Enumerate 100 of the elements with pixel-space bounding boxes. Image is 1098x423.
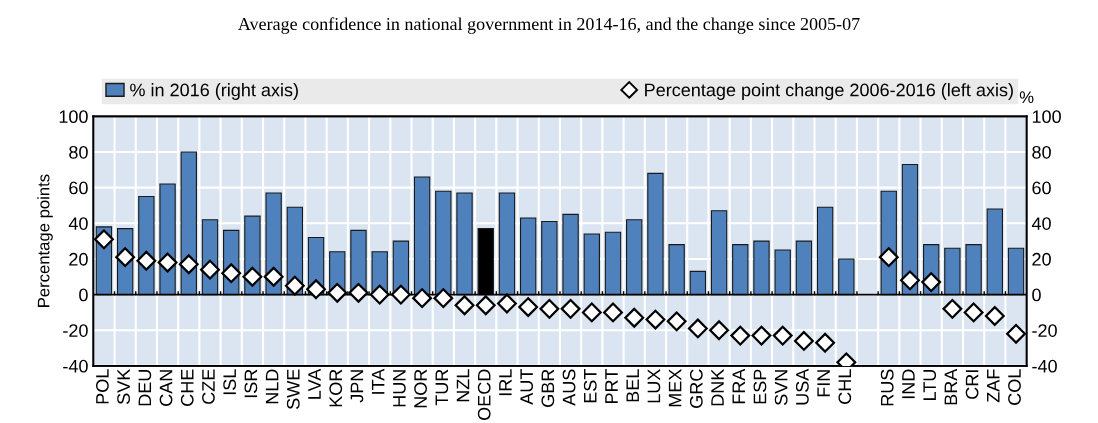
- y2-tick-label: -40: [1032, 359, 1057, 373]
- point: [603, 302, 623, 323]
- bar: [498, 192, 516, 296]
- point: [412, 288, 433, 309]
- x-tick-label: TUR: [435, 369, 449, 406]
- point: [390, 284, 411, 305]
- x-tick-label: NZL: [456, 369, 470, 402]
- point: [963, 302, 984, 323]
- x-tick-label: USA: [795, 368, 809, 405]
- bar: [965, 244, 982, 296]
- point: [306, 279, 326, 300]
- point: [921, 272, 942, 293]
- x-tick-label: BEL: [626, 369, 639, 402]
- point: [327, 282, 348, 303]
- legend-label: Percentage point change 2006-2016 (left axis): [645, 83, 1013, 100]
- x-tick-label: FIN: [817, 370, 830, 397]
- bar: [456, 192, 473, 296]
- bar: [710, 210, 728, 296]
- x-tick-label: LUX: [647, 369, 661, 403]
- bar: [944, 247, 961, 296]
- point: [518, 297, 539, 318]
- x-tick-label: LTU: [923, 370, 937, 400]
- bar: [732, 244, 749, 296]
- point: [115, 247, 136, 268]
- bar: [583, 233, 600, 296]
- point: [984, 306, 1005, 326]
- y2-tick-label: 60: [1032, 181, 1051, 195]
- legend-label: % in 2016 (right axis): [130, 83, 298, 100]
- x-tick-label: SWE: [286, 369, 300, 409]
- y-tick-label: 20: [69, 252, 88, 266]
- point: [348, 282, 369, 303]
- point: [687, 318, 708, 339]
- y2-axis-title: %: [1019, 91, 1034, 103]
- y-tick-label: -40: [63, 359, 88, 373]
- x-tick-label: IRL: [499, 369, 512, 396]
- bar: [180, 151, 197, 296]
- point: [284, 275, 305, 296]
- bar: [774, 249, 791, 296]
- x-tick-label: MEX: [668, 369, 682, 407]
- x-tick-label: AUS: [562, 369, 576, 406]
- x-tick-label: GRC: [689, 369, 703, 408]
- y-tick-label: 100: [59, 110, 88, 124]
- y-tick-label: -20: [63, 324, 88, 337]
- point: [624, 307, 645, 328]
- point: [93, 229, 114, 250]
- y-axis-title: Percentage points: [37, 174, 53, 307]
- point: [136, 250, 157, 271]
- point: [454, 295, 475, 316]
- bar: [795, 240, 813, 296]
- y2-tick-label: 40: [1031, 217, 1051, 230]
- bar: [1007, 247, 1025, 296]
- y-tick-label: 60: [69, 181, 88, 195]
- x-tick-label: ESP: [753, 369, 767, 404]
- y2-tick-label: 100: [1032, 110, 1061, 124]
- point: [666, 311, 687, 332]
- point: [878, 247, 899, 268]
- bar: [647, 172, 664, 296]
- point: [369, 284, 390, 305]
- x-tick-label: HUN: [393, 370, 406, 407]
- x-tick-label: ITA: [371, 368, 385, 394]
- x-tick-label: EST: [583, 369, 597, 403]
- x-tick-label: PRT: [605, 369, 618, 403]
- x-tick-label: ZAF: [987, 369, 1000, 403]
- x-tick-label: RUS: [880, 369, 894, 406]
- point: [581, 302, 602, 323]
- point: [645, 309, 666, 330]
- bar: [604, 231, 622, 296]
- x-tick-label: OECD: [477, 369, 491, 420]
- point: [433, 288, 454, 309]
- x-tick-label: CHE: [180, 369, 194, 406]
- x-tick-label: DEU: [138, 370, 152, 406]
- point: [793, 330, 814, 351]
- y-tick-label: 40: [68, 217, 88, 230]
- bar: [753, 240, 770, 296]
- point: [221, 263, 242, 284]
- y-tick-label: 0: [79, 288, 88, 302]
- y2-tick-label: 20: [1032, 252, 1051, 266]
- x-tick-label: BRA: [944, 368, 958, 405]
- bar: [689, 270, 707, 296]
- x-tick-label: IND: [902, 369, 915, 399]
- x-tick-label: NOR: [414, 369, 427, 408]
- x-tick-label: COL: [1008, 369, 1021, 405]
- point: [942, 298, 963, 319]
- point: [709, 320, 730, 341]
- x-tick-label: KOR: [329, 369, 343, 407]
- x-tick-label: NLD: [265, 369, 279, 404]
- x-tick-label: FRA: [732, 368, 745, 404]
- point: [772, 325, 793, 346]
- point: [730, 325, 751, 346]
- x-tick-label: GBR: [541, 369, 555, 407]
- bar: [986, 208, 1004, 296]
- point: [242, 266, 263, 287]
- y-tick-label: 80: [69, 145, 88, 159]
- bar: [816, 206, 834, 296]
- chart-title: Average confidence in national government in 2014-16, and the change since 2005-07: [237, 17, 860, 34]
- y2-tick-label: -20: [1032, 324, 1057, 337]
- x-tick-label: LVA: [308, 368, 321, 399]
- bar: [519, 217, 537, 296]
- bar: [626, 219, 643, 296]
- x-tick-label: CZE: [202, 369, 215, 404]
